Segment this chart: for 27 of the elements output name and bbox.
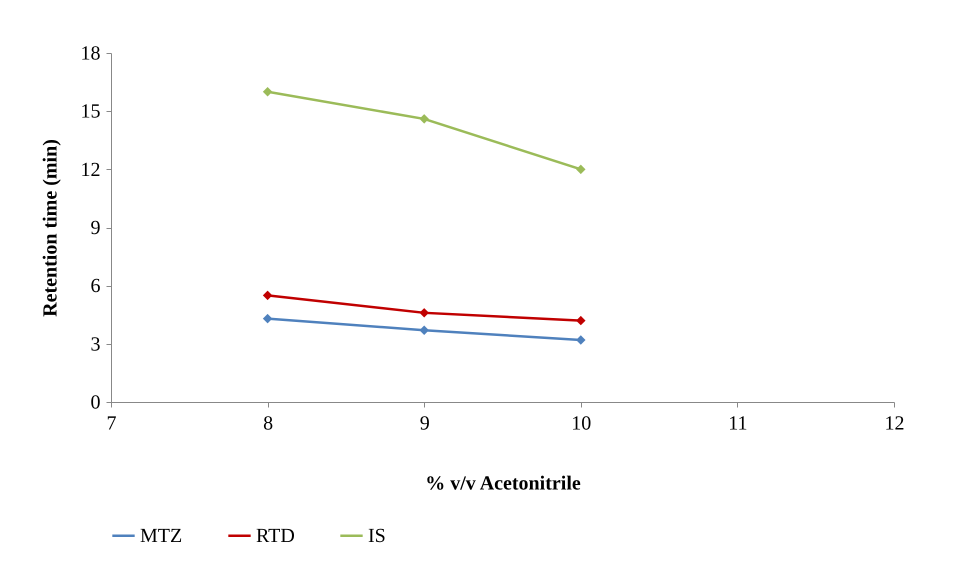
legend-label: IS — [368, 524, 386, 547]
x-axis-title: % v/v Acetonitrile — [425, 472, 581, 494]
legend-label: MTZ — [140, 524, 182, 547]
y-tick-label: 3 — [90, 333, 100, 356]
y-tick-label: 6 — [90, 275, 100, 298]
x-tick-label: 12 — [884, 412, 904, 434]
point — [262, 290, 272, 300]
legend-label: RTD — [256, 524, 295, 547]
x-tick-label: 11 — [728, 412, 748, 434]
y-tick-label: 15 — [80, 100, 100, 123]
point — [419, 308, 429, 318]
point — [576, 335, 586, 345]
point — [576, 316, 586, 326]
point — [419, 114, 429, 124]
y-axis-title: Retention time (min) — [40, 139, 62, 317]
y-tick-label: 9 — [90, 217, 100, 239]
x-tick-label: 10 — [571, 412, 592, 434]
x-tick-label: 8 — [263, 412, 274, 434]
y-tick-label: 0 — [90, 392, 100, 414]
y-tick-label: 12 — [80, 158, 100, 181]
point — [419, 326, 429, 336]
point — [262, 87, 272, 97]
y-tick-label: 18 — [80, 42, 100, 64]
x-tick-label: 9 — [420, 412, 430, 434]
point — [262, 314, 272, 324]
x-tick-label: 7 — [106, 412, 116, 434]
point — [576, 164, 586, 174]
